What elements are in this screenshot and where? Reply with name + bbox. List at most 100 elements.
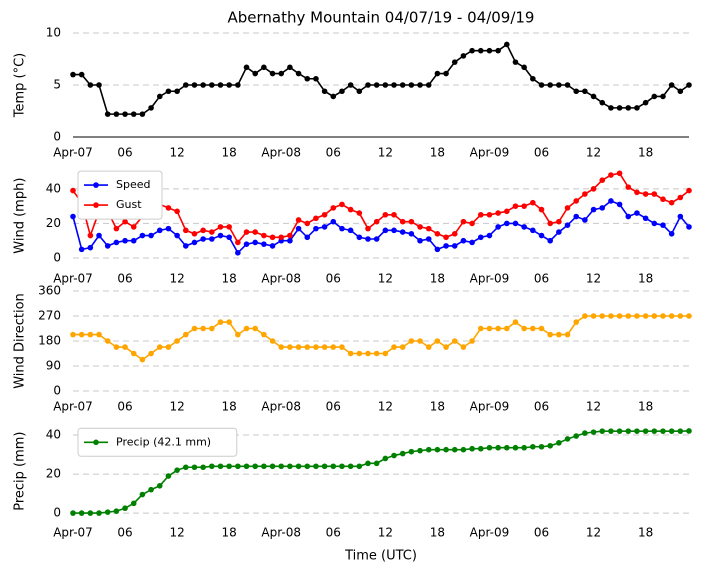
- data-point: [287, 344, 293, 350]
- data-point: [174, 338, 180, 344]
- data-point: [313, 215, 319, 222]
- data-point: [443, 446, 449, 453]
- data-point: [391, 211, 397, 218]
- data-point: [182, 331, 189, 338]
- data-point: [477, 325, 484, 332]
- x-tick-label: Apr-09: [470, 146, 510, 160]
- data-point: [347, 206, 354, 213]
- data-point: [391, 227, 397, 234]
- data-point: [78, 246, 85, 253]
- data-point: [469, 445, 475, 452]
- data-point: [313, 225, 319, 232]
- x-tick-label: 18: [430, 526, 445, 540]
- data-point: [686, 428, 692, 434]
- data-point: [391, 452, 397, 459]
- data-point: [209, 236, 215, 242]
- data-point: [469, 239, 475, 246]
- data-point: [538, 82, 545, 88]
- legend-box: [77, 427, 238, 457]
- data-point: [425, 236, 432, 242]
- data-point: [382, 455, 389, 462]
- data-point: [269, 234, 276, 241]
- y-tick-label: 40: [46, 181, 61, 195]
- data-point: [642, 215, 649, 222]
- data-point: [261, 232, 267, 239]
- data-point: [451, 231, 458, 237]
- data-point: [165, 225, 172, 232]
- data-point: [634, 105, 640, 111]
- data-point: [269, 338, 276, 344]
- data-point: [347, 463, 354, 470]
- data-point: [321, 224, 328, 230]
- data-point: [512, 319, 519, 325]
- data-point: [382, 350, 389, 357]
- data-point: [582, 88, 588, 95]
- data-point: [339, 463, 345, 470]
- data-point: [425, 82, 432, 88]
- data-point: [608, 105, 614, 111]
- x-tick-label: Apr-08: [261, 146, 301, 160]
- data-point: [399, 344, 406, 350]
- data-point: [399, 450, 406, 457]
- x-tick-label: 06: [534, 272, 549, 286]
- x-tick-label: 12: [378, 526, 393, 540]
- data-point: [443, 70, 449, 77]
- data-point: [582, 313, 588, 319]
- x-tick-label: 12: [378, 400, 393, 414]
- data-point: [451, 446, 458, 453]
- series-line: [72, 172, 690, 244]
- legend: Precip (42.1 mm): [77, 427, 238, 457]
- data-point: [330, 344, 337, 350]
- data-point: [330, 205, 337, 211]
- data-point: [573, 198, 580, 204]
- data-point: [599, 177, 606, 184]
- data-point: [495, 47, 501, 54]
- data-point: [200, 464, 206, 471]
- data-point: [547, 237, 553, 244]
- data-point: [590, 206, 597, 213]
- data-point: [356, 463, 363, 470]
- data-point: [174, 232, 180, 239]
- data-point: [96, 510, 102, 516]
- legend-box: [77, 170, 163, 220]
- data-point: [148, 105, 154, 111]
- data-point: [330, 218, 337, 225]
- data-point: [582, 430, 588, 436]
- data-point: [226, 82, 232, 88]
- y-tick-label: 0: [53, 384, 61, 398]
- data-point: [139, 356, 146, 363]
- data-point: [252, 325, 258, 332]
- data-point: [573, 433, 580, 439]
- legend-label: Gust: [116, 198, 142, 211]
- data-point: [599, 428, 606, 434]
- data-point: [538, 325, 545, 332]
- x-tick-label: 12: [586, 400, 601, 414]
- data-point: [304, 75, 311, 82]
- data-point: [625, 428, 632, 434]
- data-point: [417, 82, 423, 88]
- data-point: [243, 229, 250, 235]
- data-point: [625, 184, 632, 190]
- data-point: [599, 99, 606, 106]
- data-point: [269, 243, 276, 249]
- y-axis-label: Wind (mph): [13, 178, 28, 254]
- data-point: [625, 313, 632, 319]
- data-point: [347, 350, 354, 357]
- data-point: [573, 319, 580, 325]
- data-point: [261, 331, 267, 338]
- data-point: [495, 444, 501, 451]
- data-point: [182, 464, 189, 471]
- data-point: [564, 222, 571, 228]
- x-tick-label: 06: [534, 526, 549, 540]
- x-tick-label: Apr-07: [53, 400, 93, 414]
- legend-marker: [93, 202, 99, 208]
- data-point: [96, 82, 102, 88]
- chart-title: Abernathy Mountain 04/07/19 - 04/09/19: [228, 9, 535, 27]
- data-point: [443, 243, 449, 249]
- data-point: [547, 82, 553, 88]
- x-tick-label: 12: [169, 272, 184, 286]
- data-point: [564, 331, 571, 338]
- data-point: [78, 71, 85, 78]
- x-tick-label: Apr-09: [470, 272, 510, 286]
- data-point: [321, 463, 328, 470]
